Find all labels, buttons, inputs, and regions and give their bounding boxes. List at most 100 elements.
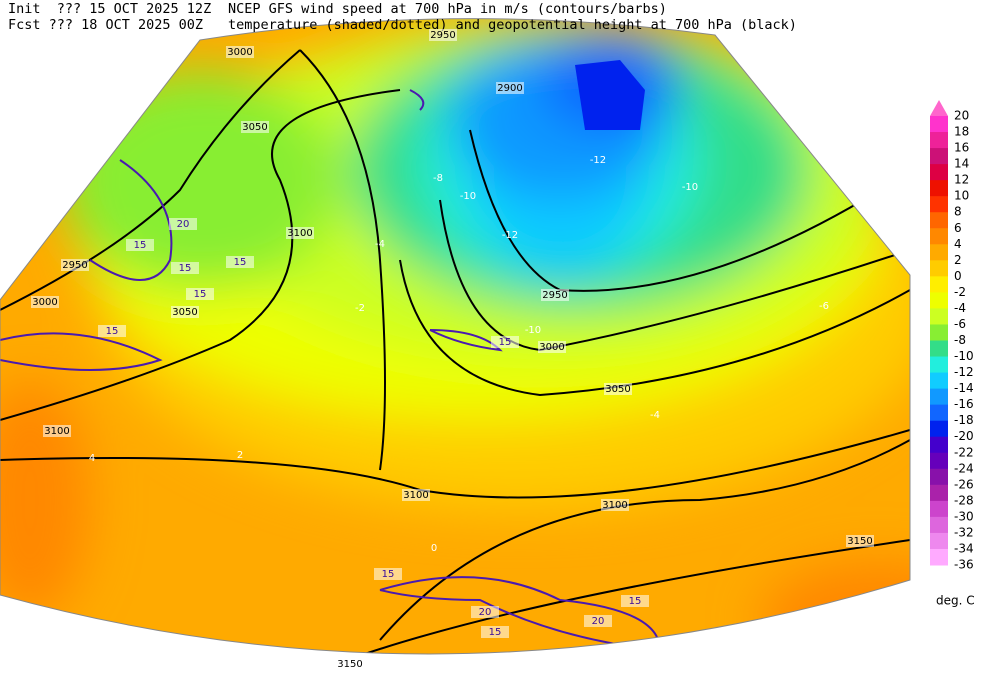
temp-label: 2 [237, 450, 243, 461]
wind-label-bg [374, 568, 402, 580]
wind-label-bg [226, 256, 254, 268]
height-label-bg [402, 489, 430, 501]
temp-label: 4 [89, 453, 95, 464]
wind-label-bg [621, 595, 649, 607]
height-label: 2950 [430, 30, 455, 41]
wind-label-bg [481, 626, 509, 638]
colorbar-box [930, 180, 948, 197]
wind-label: 15 [179, 263, 192, 274]
colorbar-label: 6 [954, 221, 962, 235]
colorbar-box [930, 532, 948, 550]
temp-label: 0 [431, 543, 437, 554]
colorbar-label: -14 [954, 381, 974, 395]
colorbar-box [930, 148, 948, 165]
height-label-bg [171, 306, 199, 318]
map-border [0, 18, 911, 655]
wind-label: 20 [177, 219, 190, 230]
colorbar-box [930, 388, 948, 406]
colorbar-label: -36 [954, 558, 974, 572]
colorbar-label: 8 [954, 205, 962, 219]
colorbar-cap [930, 100, 948, 116]
height-label-bg [604, 383, 632, 395]
wind-label-bg [186, 288, 214, 300]
colorbar-box [930, 196, 948, 213]
colorbar-box [930, 324, 948, 341]
wind-label: 15 [382, 569, 395, 580]
wind-label: 20 [592, 616, 605, 627]
height-label-bg [601, 499, 629, 511]
colorbar-label: -28 [954, 493, 974, 507]
wind-label: 15 [489, 627, 502, 638]
colorbar-box [930, 452, 948, 470]
height-label-bg [846, 535, 874, 547]
height-label-bg [226, 46, 254, 58]
height-label-bg [241, 121, 269, 133]
height-label-bg [286, 227, 314, 239]
wind-label-bg [126, 239, 154, 251]
colorbar-box [930, 212, 948, 229]
colorbar-label: -10 [954, 349, 974, 363]
colorbar-label: -16 [954, 397, 974, 411]
colorbar-box [930, 372, 948, 390]
fcst-line: Fcst ??? 18 OCT 2025 00Z [8, 17, 203, 33]
height-label-bg [538, 341, 566, 353]
wind-label: 15 [134, 240, 147, 251]
colorbar-label: 4 [954, 237, 962, 251]
height-label: 2950 [62, 260, 87, 271]
height-label: 3100 [44, 426, 69, 437]
height-label: 3100 [287, 228, 312, 239]
colorbar-box [930, 420, 948, 438]
wind-label-bg [98, 325, 126, 337]
colorbar-label: -24 [954, 461, 974, 475]
colorbar-box [930, 516, 948, 534]
colorbar-box [930, 548, 948, 566]
temp-label: -10 [460, 191, 476, 202]
colorbar-label: 16 [954, 141, 969, 155]
height-label: 3100 [403, 490, 428, 501]
height-label: 2950 [542, 290, 567, 301]
contour-labels: 3000 3050 2950 2900 2950 3000 3050 3100 3100 3150… [31, 29, 874, 670]
colorbar-label: -12 [954, 365, 974, 379]
colorbar-label: 10 [954, 189, 969, 203]
colorbar-box [930, 164, 948, 181]
temp-label: -12 [502, 230, 518, 241]
colorbar-box [930, 340, 948, 358]
height-label-bg [429, 29, 457, 41]
colorbar-label: -26 [954, 477, 974, 491]
colorbar-box [930, 468, 948, 486]
colorbar-label: -30 [954, 509, 974, 523]
colorbar-box [930, 228, 948, 245]
height-label: 3100 [602, 500, 627, 511]
temp-label: -4 [375, 239, 385, 250]
height-label-bg [541, 289, 569, 301]
wind-label: 15 [499, 337, 512, 348]
height-label: 3050 [242, 122, 267, 133]
colorbar-box [930, 276, 948, 293]
colorbar-label: -2 [954, 285, 966, 299]
height-label-bg [43, 425, 71, 437]
height-label-bg [31, 296, 59, 308]
height-label: 3000 [32, 297, 57, 308]
height-label: 3150 [337, 659, 362, 670]
colorbar-label: 20 [954, 109, 969, 123]
wind-label: 20 [479, 607, 492, 618]
colorbar-label: 14 [954, 157, 969, 171]
colorbar-label: 0 [954, 269, 962, 283]
colorbar-label: 18 [954, 125, 969, 139]
colorbar-box [930, 436, 948, 454]
wind-label-bg [171, 262, 199, 274]
temp-label: -2 [355, 303, 365, 314]
temp-label: -6 [819, 301, 829, 312]
colorbar-label: -32 [954, 525, 974, 539]
colorbar-label: -18 [954, 413, 974, 427]
colorbar-label: -4 [954, 301, 966, 315]
colorbar-box [930, 308, 948, 325]
colorbar-label: -34 [954, 541, 974, 555]
colorbar-box [930, 404, 948, 422]
height-label-bg [61, 259, 89, 271]
height-label: 3000 [539, 342, 564, 353]
colorbar-box [930, 356, 948, 374]
colorbar-label: -20 [954, 429, 974, 443]
